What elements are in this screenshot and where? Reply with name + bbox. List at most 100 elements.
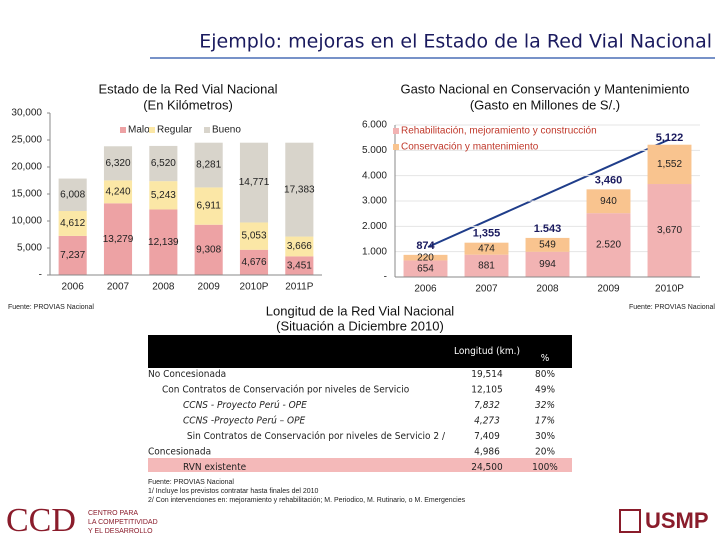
table-note: 1/ Incluye los previstos contratar hasta…: [148, 488, 319, 495]
bar-segment: [403, 260, 448, 277]
bar-segment: [58, 235, 87, 275]
value-label: 220: [417, 252, 434, 263]
bar-segment: [239, 222, 269, 250]
row-length: 12,105: [471, 385, 502, 396]
bar-segment: [525, 237, 570, 252]
x-tick-label: 2007: [475, 284, 498, 295]
value-label: 6,520: [151, 158, 176, 169]
table-header: %: [541, 353, 550, 364]
value-label: 994: [539, 259, 556, 270]
bar-segment: [464, 242, 509, 255]
value-label: 17,383: [284, 184, 315, 195]
bar-segment: [586, 213, 631, 277]
row-label: Con Contratos de Conservación por nivele…: [162, 384, 410, 396]
bar-segment: [194, 224, 223, 275]
table-title: Longitud de la Red Vial Nacional: [266, 303, 455, 318]
y-tick-label: 30,000: [11, 108, 42, 119]
legend-label: Malo: [128, 125, 150, 136]
legend-swatch: [120, 127, 126, 133]
bar-segment: [525, 251, 570, 277]
logo-left-text: LA COMPETITIVIDAD: [88, 519, 158, 526]
bar-segment: [58, 178, 87, 212]
source: Fuente: PROVIAS Nacional: [8, 304, 94, 311]
bar-segment: [285, 236, 314, 257]
y-tick-label: 6.000: [362, 120, 387, 131]
x-tick-label: 2008: [536, 284, 559, 295]
logo-crest: [619, 509, 641, 533]
legend-label: Regular: [157, 125, 193, 136]
chart-subtitle: (Gasto en Millones de S/.): [470, 97, 620, 112]
bar-segment: [103, 203, 133, 275]
legend-swatch: [393, 144, 399, 150]
table-note: Fuente: PROVIAS Nacional: [148, 479, 234, 486]
y-tick-label: 25,000: [11, 135, 42, 146]
row-length: 7,409: [474, 431, 500, 442]
bar-segment: [149, 145, 178, 182]
slide-title: Ejemplo: mejoras en el Estado de la Red …: [199, 31, 712, 53]
value-label: 3,451: [287, 260, 312, 271]
footer: [0, 505, 720, 540]
y-tick-label: 5.000: [362, 145, 387, 156]
trend-line: [427, 139, 669, 248]
value-label: 3,666: [287, 241, 312, 252]
value-label: 6,911: [197, 201, 222, 212]
value-label: 14,771: [239, 177, 270, 188]
value-label: 5,053: [241, 231, 266, 242]
x-tick-label: 2010P: [240, 282, 269, 293]
total-label: 3,460: [595, 174, 623, 186]
row-percent: 30%: [535, 431, 555, 442]
logo-left-text: CENTRO PARA: [88, 510, 138, 517]
row-label: RVN existente: [183, 462, 247, 473]
row-label: No Concesionada: [148, 369, 226, 380]
value-label: 4,612: [60, 218, 85, 229]
row-label: CCNS -Proyecto Perú – OPE: [183, 415, 306, 427]
legend-swatch: [149, 127, 155, 133]
bar-segment: [647, 144, 692, 185]
bar-segment: [149, 209, 178, 275]
value-label: 654: [417, 263, 434, 274]
value-label: 1,552: [657, 159, 682, 170]
chart-title: Estado de la Red Vial Nacional: [99, 81, 278, 96]
x-tick-label: 2007: [107, 282, 130, 293]
legend-swatch: [204, 127, 210, 133]
row-label: CCNS - Proyecto Perú - OPE: [183, 399, 307, 411]
row-percent: 32%: [535, 400, 555, 411]
table-note: 2/ Con intervenciones en: mejoramiento y…: [148, 497, 466, 504]
row-length: 7,832: [474, 400, 500, 411]
row-length: 19,514: [471, 369, 503, 380]
total-label: 1.543: [534, 223, 562, 235]
row-length: 4,986: [474, 447, 500, 458]
value-label: 549: [539, 240, 556, 251]
row-length: 24,500: [471, 462, 503, 473]
x-tick-label: 2006: [62, 282, 85, 293]
row-percent: 100%: [532, 462, 558, 473]
y-tick-label: 4.000: [362, 170, 387, 181]
bar-segment: [58, 211, 87, 236]
legend-label: Bueno: [212, 125, 241, 136]
value-label: 5,243: [151, 190, 176, 201]
row-percent: 80%: [535, 369, 555, 380]
x-tick-label: 2009: [597, 284, 620, 295]
row-percent: 20%: [535, 447, 555, 458]
y-tick-label: -: [39, 270, 42, 281]
total-label: 5,122: [656, 132, 684, 144]
row-percent: 17%: [535, 416, 555, 427]
value-label: 12,139: [148, 237, 179, 248]
bar-segment: [194, 187, 223, 225]
bar-segment: [403, 254, 448, 261]
y-tick-label: 15,000: [11, 189, 42, 200]
x-tick-label: 2009: [198, 282, 221, 293]
value-label: 881: [478, 260, 495, 271]
chart-subtitle: (En Kilómetros): [143, 97, 233, 112]
table-header-band: [148, 335, 572, 368]
bar-segment: [647, 184, 692, 277]
value-label: 3,670: [657, 225, 682, 236]
value-label: 7,237: [60, 250, 85, 261]
bar-segment: [285, 256, 314, 275]
source: Fuente: PROVIAS Nacional: [629, 304, 715, 311]
bar-segment: [103, 180, 133, 204]
x-tick-label: 2006: [414, 284, 437, 295]
total-label: 1,355: [473, 228, 501, 240]
row-label: Concesionada: [148, 447, 211, 458]
